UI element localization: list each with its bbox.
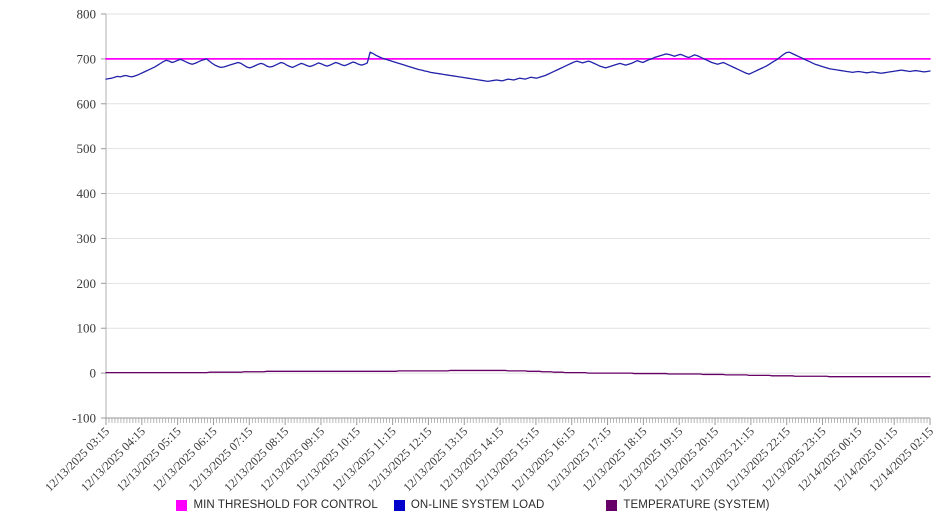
- y-axis-tick-label: 600: [77, 96, 97, 111]
- y-axis-tick-label: 0: [90, 366, 97, 381]
- axes: [101, 13, 930, 419]
- legend-label: MIN THRESHOLD FOR CONTROL: [193, 499, 378, 511]
- x-axis-tick-label: 12/14/2025 01:15: [830, 424, 900, 494]
- x-axis-tick-label: 12/14/2025 00:15: [794, 424, 864, 494]
- x-axis-tick-label: 12/13/2025 17:15: [544, 424, 614, 494]
- y-axis-tick-label: 800: [77, 7, 97, 22]
- x-axis-tick-label: 12/13/2025 14:15: [436, 424, 506, 494]
- x-axis-tick-label: 12/13/2025 22:15: [723, 424, 793, 494]
- x-axis-tick-label: 12/13/2025 20:15: [651, 424, 721, 494]
- x-axis-tick-label: 12/13/2025 03:15: [42, 424, 112, 494]
- series-line: [105, 51, 931, 82]
- y-axis-tick-label: 100: [77, 321, 97, 336]
- x-axis-tick-label: 12/13/2025 15:15: [472, 424, 542, 494]
- legend-item-min-threshold[interactable]: MIN THRESHOLD FOR CONTROL: [176, 499, 378, 511]
- x-axis-tick-label: 12/13/2025 13:15: [400, 424, 470, 494]
- legend-swatch-icon: [606, 499, 618, 511]
- y-axis-ticks: 800 700 600 500 400 300 200 100 0 -100: [72, 7, 96, 426]
- x-axis-minor-ticks: [105, 418, 931, 425]
- x-axis-tick-label: 12/13/2025 18:15: [579, 424, 649, 494]
- legend-item-temperature-system[interactable]: TEMPERATURE (SYSTEM): [606, 499, 769, 511]
- legend-label: TEMPERATURE (SYSTEM): [623, 499, 770, 511]
- x-axis-tick-label: 12/14/2025 02:15: [866, 424, 936, 494]
- x-axis-tick-label: 12/13/2025 06:15: [150, 424, 220, 494]
- y-axis-tick-label: 700: [77, 51, 97, 66]
- chart-legend: MIN THRESHOLD FOR CONTROL ON-LINE SYSTEM…: [0, 494, 946, 516]
- x-axis-tick-label: 12/13/2025 07:15: [185, 424, 255, 494]
- gridlines: [106, 13, 930, 419]
- series-line: [105, 369, 931, 378]
- x-axis-tick-label: 12/13/2025 10:15: [293, 424, 363, 494]
- x-axis-tick-label: 12/13/2025 21:15: [687, 424, 757, 494]
- data-series: [105, 51, 931, 378]
- y-axis-tick-label: 500: [77, 141, 97, 156]
- x-axis-tick-label: 12/13/2025 09:15: [257, 424, 327, 494]
- legend-label: ON-LINE SYSTEM LOAD: [410, 499, 545, 511]
- x-axis-tick-label: 12/13/2025 16:15: [508, 424, 578, 494]
- legend-swatch-icon: [176, 499, 188, 511]
- y-axis-tick-label: 400: [77, 186, 97, 201]
- legend-item-online-system-load[interactable]: ON-LINE SYSTEM LOAD: [393, 499, 545, 511]
- x-axis-tick-label: 12/13/2025 11:15: [329, 424, 399, 494]
- x-axis-tick-label: 12/13/2025 23:15: [759, 424, 829, 494]
- x-axis-tick-label: 12/13/2025 04:15: [78, 424, 148, 494]
- x-axis-tick-label: 12/13/2025 08:15: [221, 424, 291, 494]
- x-axis-tick-label: 12/13/2025 05:15: [114, 424, 184, 494]
- x-axis-tick-label: 12/13/2025 19:15: [615, 424, 685, 494]
- y-axis-tick-label: -100: [72, 411, 96, 426]
- legend-swatch-icon: [393, 499, 405, 511]
- x-axis-tick-label: 12/13/2025 12:15: [365, 424, 435, 494]
- y-axis-tick-label: 200: [77, 276, 97, 291]
- y-axis-tick-label: 300: [77, 231, 97, 246]
